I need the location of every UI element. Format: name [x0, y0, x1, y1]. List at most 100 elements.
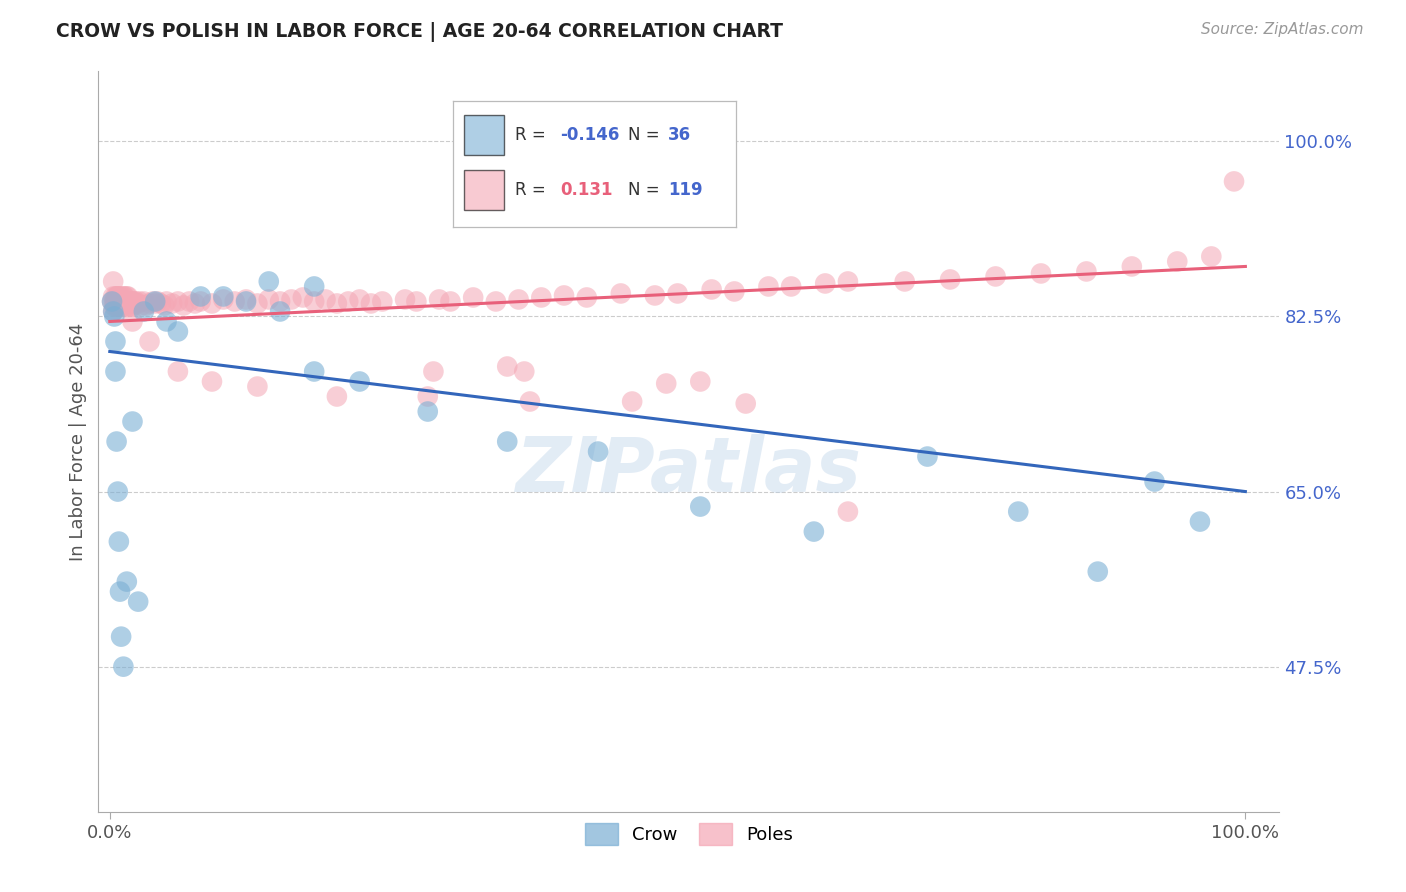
Point: [1166, 254, 1188, 268]
Point: [1007, 505, 1029, 519]
Point: [416, 390, 439, 404]
Point: [110, 630, 132, 644]
Point: [101, 294, 124, 309]
Point: [110, 289, 132, 303]
Point: [1223, 174, 1246, 188]
Point: [108, 294, 131, 309]
Point: [485, 294, 508, 309]
Point: [107, 484, 129, 499]
Point: [101, 294, 124, 309]
Point: [291, 290, 314, 304]
Point: [103, 275, 125, 289]
Point: [689, 375, 711, 389]
Point: [131, 298, 153, 312]
Point: [104, 364, 127, 378]
Point: [394, 293, 416, 307]
Point: [121, 314, 143, 328]
Point: [103, 304, 125, 318]
Point: [105, 300, 128, 314]
Point: [496, 434, 519, 449]
Point: [758, 279, 780, 293]
Point: [120, 294, 142, 309]
Point: [105, 294, 128, 309]
Point: [280, 293, 302, 307]
Point: [530, 290, 553, 304]
Point: [115, 289, 138, 303]
Point: [112, 659, 135, 673]
Point: [1143, 475, 1166, 489]
Point: [104, 334, 127, 349]
Point: [179, 294, 201, 309]
Point: [1121, 260, 1143, 274]
Point: [235, 293, 257, 307]
Point: [302, 364, 325, 378]
Point: [326, 390, 349, 404]
Point: [246, 379, 269, 393]
Point: [224, 294, 246, 309]
Point: [184, 296, 207, 310]
Point: [103, 304, 125, 318]
Point: [360, 296, 382, 310]
Point: [269, 304, 291, 318]
Point: [212, 289, 235, 303]
Point: [519, 394, 541, 409]
Point: [803, 524, 825, 539]
Point: [463, 290, 485, 304]
Point: [142, 294, 165, 309]
Point: [405, 294, 427, 309]
Point: [143, 296, 166, 310]
Point: [112, 294, 135, 309]
Point: [104, 294, 127, 309]
Point: [984, 269, 1007, 284]
Point: [893, 275, 915, 289]
Text: ZIPatlas: ZIPatlas: [516, 434, 862, 508]
Point: [135, 298, 157, 312]
Point: [780, 279, 803, 293]
Point: [212, 293, 235, 307]
Point: [621, 394, 644, 409]
Point: [143, 294, 166, 309]
Point: [416, 404, 439, 418]
Point: [111, 300, 134, 314]
Point: [167, 294, 190, 309]
Point: [349, 293, 371, 307]
Point: [553, 288, 575, 302]
Point: [110, 294, 132, 309]
Point: [114, 300, 136, 314]
Point: [257, 275, 280, 289]
Point: [246, 296, 269, 310]
Y-axis label: In Labor Force | Age 20-64: In Labor Force | Age 20-64: [69, 322, 87, 561]
Point: [127, 594, 149, 608]
Point: [155, 314, 177, 328]
Point: [337, 294, 360, 309]
Point: [814, 277, 837, 291]
Point: [112, 294, 135, 309]
Point: [118, 294, 141, 309]
Point: [107, 289, 129, 303]
Point: [586, 444, 609, 458]
Point: [610, 286, 633, 301]
Point: [235, 294, 257, 309]
Point: [939, 272, 962, 286]
Point: [146, 294, 169, 309]
Point: [1076, 264, 1098, 278]
Point: [117, 300, 139, 314]
Point: [153, 298, 176, 312]
Point: [302, 294, 325, 309]
Point: [513, 364, 536, 378]
Point: [115, 574, 138, 589]
Point: [138, 296, 160, 310]
Point: [257, 293, 280, 307]
Text: Source: ZipAtlas.com: Source: ZipAtlas.com: [1201, 22, 1364, 37]
Point: [439, 294, 461, 309]
Point: [167, 325, 190, 339]
Point: [689, 500, 711, 514]
Point: [422, 364, 444, 378]
Point: [105, 289, 128, 303]
Point: [427, 293, 450, 307]
Point: [666, 286, 689, 301]
Point: [121, 300, 143, 314]
Point: [917, 450, 939, 464]
Point: [108, 289, 131, 303]
Point: [371, 294, 394, 309]
